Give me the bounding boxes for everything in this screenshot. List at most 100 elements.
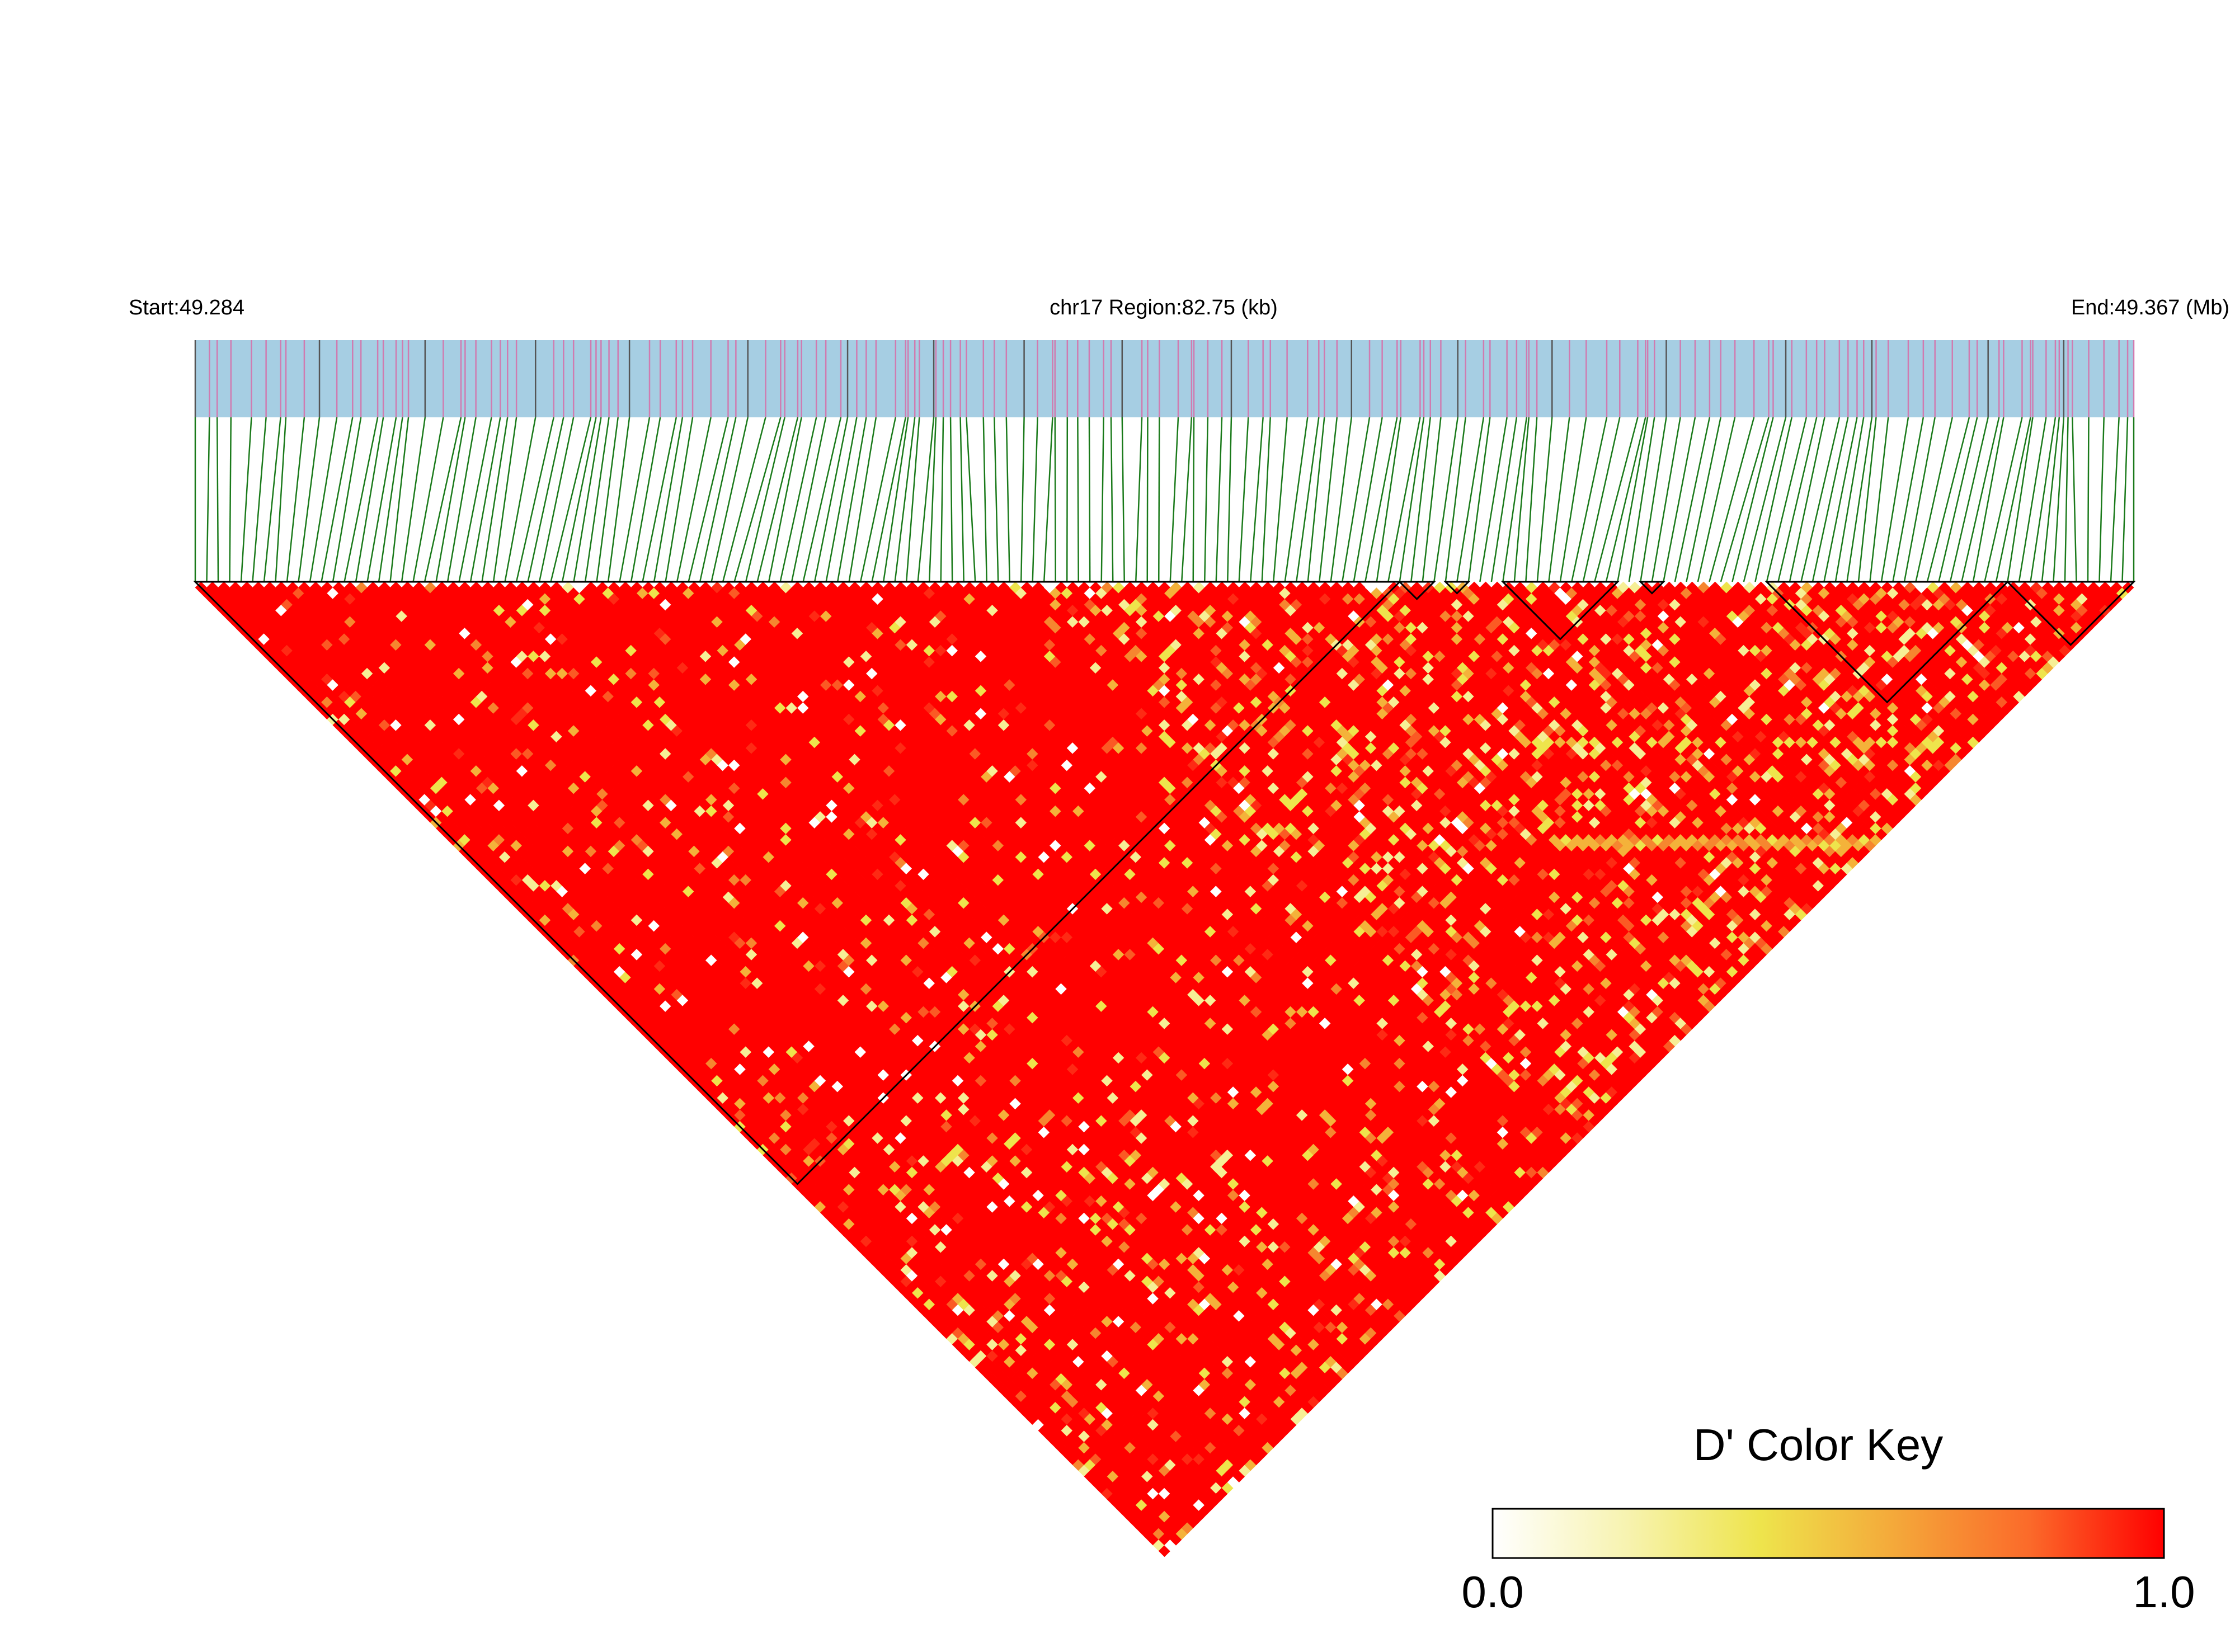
snp-connector [216, 417, 219, 582]
ld-heatmap [195, 581, 2134, 1557]
snp-connector [699, 417, 737, 582]
snp-connector [1548, 417, 1570, 582]
snp-connector [825, 417, 858, 582]
snp-connector [1422, 417, 1442, 582]
genome-track-bar [195, 340, 2134, 417]
snp-connector [994, 417, 999, 582]
snp-connector [1433, 417, 1458, 582]
snp-connector [1926, 417, 1970, 582]
snp-connector [1250, 417, 1264, 582]
snp-connector [298, 417, 321, 582]
snp-connector [309, 417, 338, 582]
snp-connector [1502, 417, 1528, 582]
snp-connector [1043, 417, 1053, 582]
snp-connector [1559, 417, 1587, 582]
snp-connector [1789, 417, 1825, 582]
start-label: Start:49.284 [129, 296, 244, 319]
snp-connector [1663, 417, 1696, 582]
snp-connector [2030, 417, 2057, 582]
snp-connector [1261, 417, 1271, 582]
snp-connector [1823, 417, 1858, 582]
snp-connector [1892, 417, 1925, 582]
snp-connector [389, 417, 410, 582]
snp-connector [1169, 417, 1179, 582]
snp-connector [1731, 417, 1774, 582]
snp-connector-lines [194, 417, 2135, 582]
snp-connector [2110, 417, 2120, 582]
snp-connector [355, 417, 384, 582]
snp-connector [206, 417, 210, 582]
snp-connector [745, 417, 785, 582]
snp-connector [2041, 417, 2060, 582]
snp-connector [1857, 417, 1877, 582]
snp-connector [1088, 417, 1091, 582]
snp-connector [1227, 417, 1232, 582]
snp-connector [550, 417, 592, 582]
region-label: chr17 Region:82.75 (kb) [1050, 296, 1278, 319]
snp-connector [1238, 417, 1249, 582]
snp-connector [1307, 417, 1325, 582]
snp-connector [756, 417, 799, 582]
snp-connector [2098, 417, 2105, 582]
snp-connector [1387, 417, 1421, 582]
snp-connector [2087, 417, 2090, 582]
snp-connector [642, 417, 677, 582]
snp-connector [882, 417, 909, 582]
snp-connector [492, 417, 517, 582]
snp-connector [1284, 417, 1309, 582]
snp-connector [1319, 417, 1338, 582]
snp-connector [1121, 417, 1125, 582]
snp-connector [733, 417, 782, 582]
snp-connector [1399, 417, 1425, 582]
snp-connector [768, 417, 802, 582]
snp-connector [538, 417, 575, 582]
snp-connector [940, 417, 944, 582]
snp-connector [2007, 417, 2034, 582]
snp-connector [2064, 417, 2069, 582]
snp-connector [959, 417, 964, 582]
snp-connector [871, 417, 906, 582]
snp-connector [1846, 417, 1873, 582]
snp-connector [1961, 417, 2000, 582]
snp-connector [2121, 417, 2129, 582]
snp-connector [1903, 417, 1936, 582]
snp-connector [458, 417, 492, 582]
snp-connector [229, 417, 232, 582]
snp-connector [1146, 417, 1149, 582]
snp-connector [802, 417, 842, 582]
snp-connector [1490, 417, 1518, 582]
snp-connector [1915, 417, 1953, 582]
snp-connector [1513, 417, 1530, 582]
snp-connector [1005, 417, 1010, 582]
snp-connector [1342, 417, 1371, 582]
snp-connector [1697, 417, 1736, 582]
snp-connector [1720, 417, 1770, 582]
snp-connector [412, 417, 444, 582]
snp-connector [481, 417, 509, 582]
snp-connector [1880, 417, 1909, 582]
snp-connector [1204, 417, 1209, 582]
snp-connector [1651, 417, 1681, 582]
snp-connector [1984, 417, 2023, 582]
snp-connector [252, 417, 267, 582]
snp-connector [1834, 417, 1865, 582]
snp-connector [1181, 417, 1193, 582]
snp-connector [515, 417, 554, 582]
snp-connector [905, 417, 920, 582]
snp-connector [1192, 417, 1195, 582]
snp-connector [2053, 417, 2065, 582]
snp-connector [1410, 417, 1431, 582]
snp-connector [665, 417, 694, 582]
snp-connector [1077, 417, 1079, 582]
snp-connector [836, 417, 867, 582]
snp-connector [573, 417, 602, 582]
snp-connector [1467, 417, 1491, 582]
snp-connector [1110, 417, 1114, 582]
snp-connector [1054, 417, 1056, 582]
snp-connector [1353, 417, 1383, 582]
snp-connector [504, 417, 537, 582]
snp-connector [1743, 417, 1787, 582]
snp-connector [894, 417, 916, 582]
snp-connector [1628, 417, 1655, 582]
